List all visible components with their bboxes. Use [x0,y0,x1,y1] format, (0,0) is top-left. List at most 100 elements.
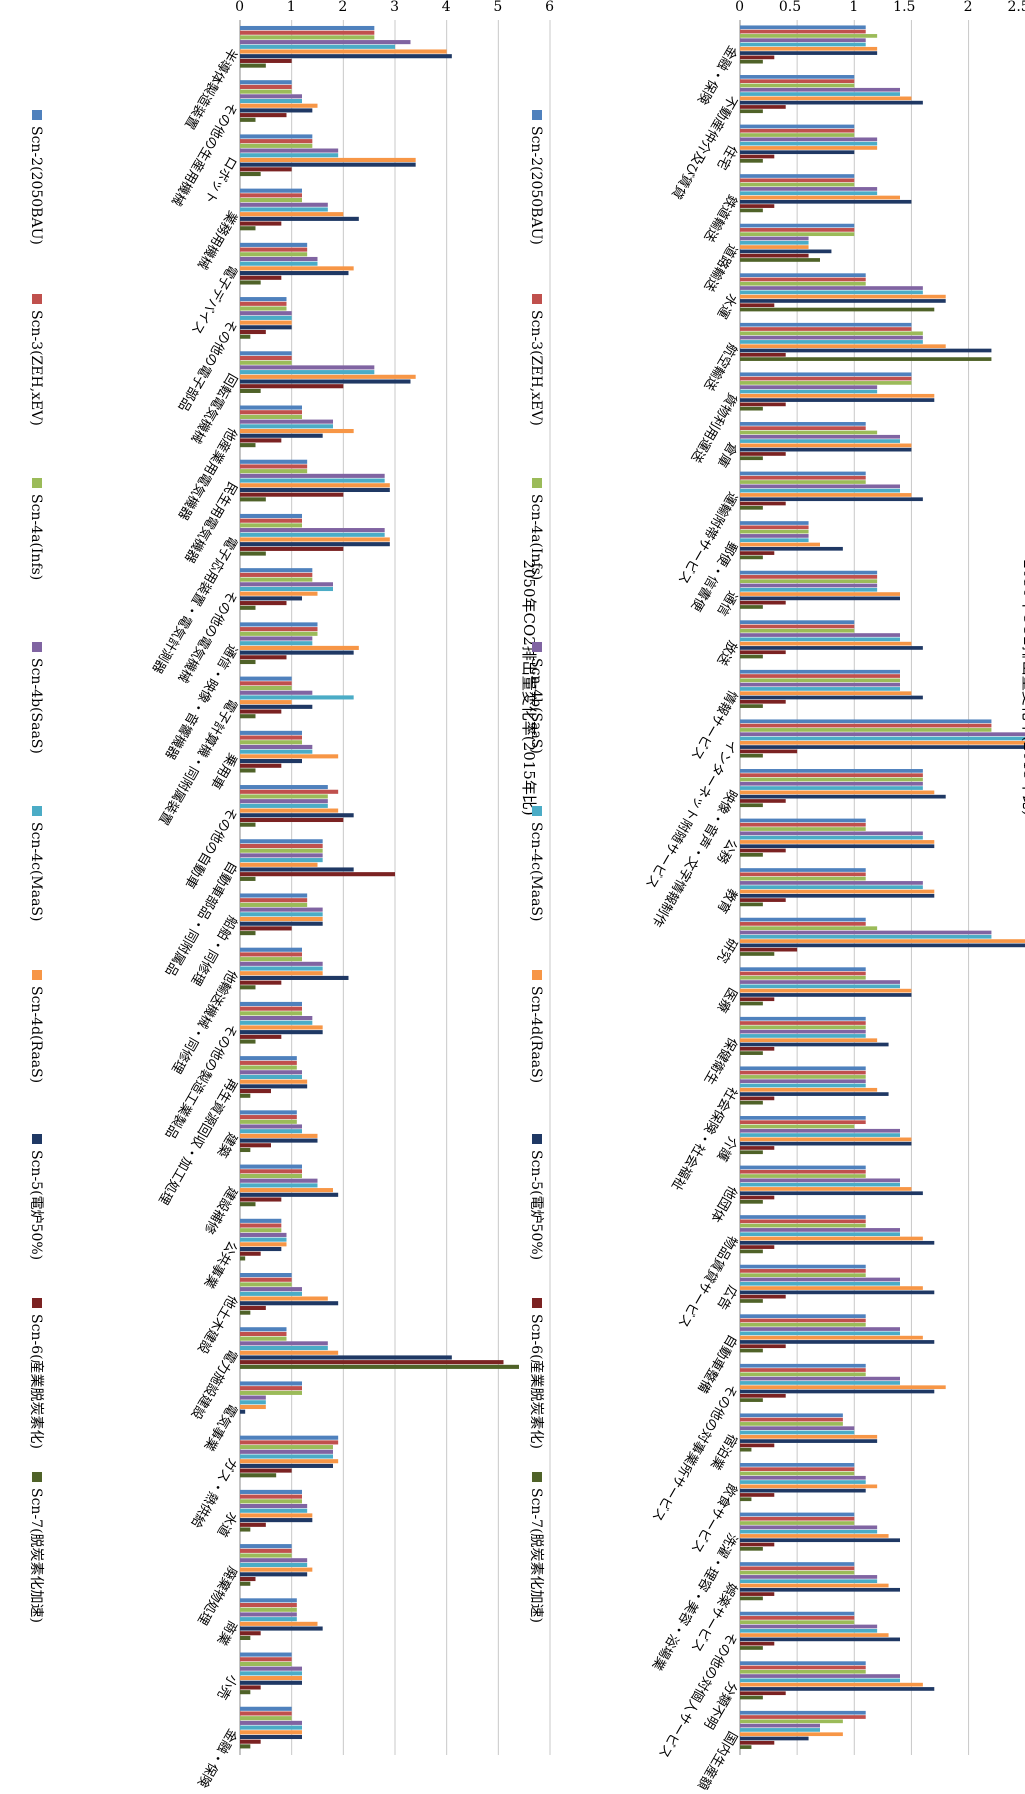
bar [240,329,266,335]
bar [240,1706,292,1711]
legend-swatch [32,294,42,304]
category-label: 他土木建設 [194,1292,240,1356]
bar [240,162,416,167]
bar [240,528,385,533]
bar [240,636,313,641]
legend-label: Scn-4c(MaaS) [528,822,544,921]
bar [740,1695,763,1700]
y-tick-label: 1 [849,0,858,15]
bar [740,529,809,534]
bar [240,1178,318,1183]
bar [739,178,855,183]
bar [240,351,292,356]
bar [740,1269,866,1273]
bar [740,1434,878,1439]
bar [240,916,323,922]
bar [739,232,855,237]
bar [740,922,866,926]
bar [740,1546,763,1551]
bar [740,993,912,997]
bar [740,728,992,732]
bar [240,134,313,139]
bar [240,247,308,252]
bar [740,327,912,331]
bar [739,55,775,60]
bar [240,252,308,257]
bar [740,525,809,530]
legend-swatch [32,110,42,120]
bar [740,1066,866,1071]
bar [240,30,375,35]
bar [240,803,328,808]
bar [740,59,763,64]
bar [240,1223,282,1228]
category-label: 公務 [714,836,740,866]
bar [240,89,292,94]
bar [240,1133,318,1138]
bar [739,182,855,187]
bar [740,831,923,836]
bar [740,881,923,885]
bar [740,109,763,114]
bar [240,1115,297,1120]
bar [740,682,900,687]
bar [240,1657,292,1662]
y-tick-label: 2 [964,0,973,15]
bar [740,1087,878,1092]
category-label: 公共事業 [201,1238,241,1291]
bar [740,1038,878,1043]
bar [240,1449,333,1454]
bar [740,699,786,704]
bar [740,141,878,146]
bar [740,781,923,786]
bar [740,1240,935,1245]
bar [240,1228,282,1233]
bar [240,596,302,601]
bar [739,1566,855,1571]
bar [740,827,866,831]
bar [740,570,878,575]
bar [240,167,292,172]
bar [240,1070,302,1075]
bar [740,1232,900,1237]
bar [240,1341,328,1346]
bar [240,301,287,306]
bar [739,1583,889,1588]
bar [740,971,866,976]
bar [240,1734,302,1740]
bar [740,1182,900,1187]
bar [740,1318,866,1323]
bar [740,340,923,344]
bar [240,1711,292,1716]
bar [740,273,866,278]
bar [240,478,385,483]
bar [739,1611,855,1616]
bar [240,601,287,606]
bar [240,961,323,966]
bar [240,1119,297,1124]
y-tick-label: 3 [390,0,399,15]
bar [740,1199,763,1204]
bar [740,1661,866,1666]
bar [740,501,786,506]
bar [740,488,900,493]
bar [740,1529,878,1534]
y-tick-labels: 00.511.522.533.5 [735,0,1025,15]
bar [740,1083,866,1088]
bar [740,381,912,385]
bar [739,83,855,88]
bar [740,1575,878,1579]
bars [239,25,519,1749]
bar [740,790,935,795]
bar [740,674,900,678]
bar [740,1669,866,1674]
y-tick-label: 6 [545,0,554,15]
bar [240,1039,256,1044]
bar [740,335,923,340]
bar [240,1020,313,1025]
bar [240,1607,297,1612]
bar [240,763,282,768]
bar [739,1516,855,1521]
bar [740,29,866,34]
bar [740,1025,866,1030]
